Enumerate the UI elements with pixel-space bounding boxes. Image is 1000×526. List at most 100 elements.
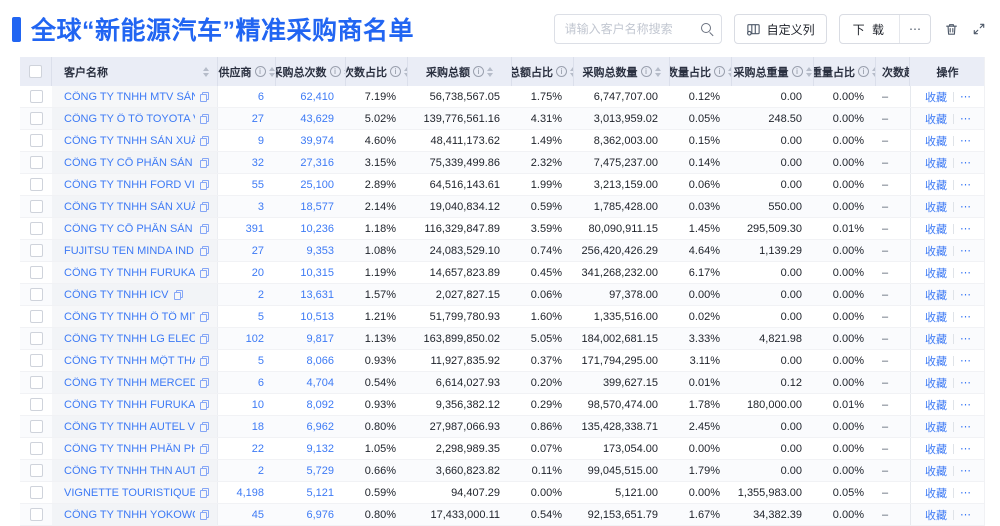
purchase-count-value[interactable]: 39,974 <box>300 134 334 147</box>
suppliers-value[interactable]: 22 <box>251 442 264 455</box>
select-all-checkbox[interactable] <box>29 65 42 78</box>
sort-icon[interactable] <box>805 66 812 77</box>
row-more-button[interactable]: ⋯ <box>960 113 971 125</box>
customer-name-link[interactable]: CÔNG TY TNHH Ô TÔ MITSUBI... <box>64 310 195 323</box>
suppliers-value[interactable]: 18 <box>251 420 264 433</box>
purchase-count-value[interactable]: 9,817 <box>306 332 334 345</box>
sort-icon[interactable] <box>268 66 275 77</box>
copy-icon[interactable] <box>200 421 209 432</box>
favorite-button[interactable]: 收藏 <box>925 377 947 390</box>
purchase-count-value[interactable]: 9,132 <box>306 442 334 455</box>
suppliers-value[interactable]: 102 <box>245 332 264 345</box>
favorite-button[interactable]: 收藏 <box>925 223 947 236</box>
purchase-count-value[interactable]: 18,577 <box>300 200 334 213</box>
sort-icon[interactable] <box>728 66 731 77</box>
favorite-button[interactable]: 收藏 <box>925 201 947 214</box>
row-more-button[interactable]: ⋯ <box>960 223 971 235</box>
favorite-button[interactable]: 收藏 <box>925 179 947 192</box>
row-more-button[interactable]: ⋯ <box>960 311 971 323</box>
copy-icon[interactable] <box>200 487 209 498</box>
copy-icon[interactable] <box>200 113 209 124</box>
purchase-count-value[interactable]: 4,704 <box>306 376 334 389</box>
suppliers-value[interactable]: 27 <box>251 112 264 125</box>
row-checkbox[interactable] <box>29 486 43 499</box>
row-checkbox[interactable] <box>29 354 43 367</box>
info-icon[interactable] <box>791 66 803 77</box>
download-more-button[interactable]: ⋯ <box>899 15 930 43</box>
customer-name-link[interactable]: CÔNG TY TNHH FURUKAWA A... <box>64 398 195 411</box>
copy-icon[interactable] <box>200 267 209 278</box>
favorite-button[interactable]: 收藏 <box>925 311 947 324</box>
customer-name-link[interactable]: CÔNG TY TNHH MERCEDES-B... <box>64 376 195 389</box>
favorite-button[interactable]: 收藏 <box>925 333 947 346</box>
row-checkbox[interactable] <box>29 288 43 301</box>
favorite-button[interactable]: 收藏 <box>925 157 947 170</box>
row-checkbox[interactable] <box>29 376 43 389</box>
sort-icon[interactable] <box>487 66 493 77</box>
customer-name-link[interactable]: CÔNG TY TNHH ICV <box>64 288 169 301</box>
suppliers-value[interactable]: 3 <box>257 200 264 213</box>
favorite-button[interactable]: 收藏 <box>925 465 947 478</box>
suppliers-value[interactable]: 9 <box>257 134 264 147</box>
row-checkbox[interactable] <box>29 420 43 433</box>
customize-columns-button[interactable]: 自定义列 <box>733 14 827 44</box>
copy-icon[interactable] <box>200 135 209 146</box>
fullscreen-button[interactable] <box>972 22 986 36</box>
suppliers-value[interactable]: 5 <box>257 354 264 367</box>
row-more-button[interactable]: ⋯ <box>960 289 971 301</box>
purchase-count-value[interactable]: 5,121 <box>306 486 334 499</box>
copy-icon[interactable] <box>200 157 209 168</box>
customer-name-link[interactable]: CÔNG TY CỔ PHẦN SẢN XUẤT... <box>64 222 195 235</box>
copy-icon[interactable] <box>200 201 209 212</box>
row-checkbox[interactable] <box>29 90 43 103</box>
purchase-count-value[interactable]: 13,631 <box>300 288 334 301</box>
customer-name-link[interactable]: CÔNG TY TNHH PHÂN PHỐI T... <box>64 442 195 455</box>
favorite-button[interactable]: 收藏 <box>925 135 947 148</box>
sort-icon[interactable] <box>404 66 407 77</box>
customer-name-link[interactable]: CÔNG TY TNHH SẢN XUẤT VÀ ... <box>64 134 195 147</box>
row-checkbox[interactable] <box>29 134 43 147</box>
row-checkbox[interactable] <box>29 156 43 169</box>
copy-icon[interactable] <box>200 245 209 256</box>
copy-icon[interactable] <box>200 443 209 454</box>
row-checkbox[interactable] <box>29 310 43 323</box>
favorite-button[interactable]: 收藏 <box>925 91 947 104</box>
favorite-button[interactable]: 收藏 <box>925 289 947 302</box>
copy-icon[interactable] <box>200 179 209 190</box>
copy-icon[interactable] <box>200 333 209 344</box>
copy-icon[interactable] <box>200 311 209 322</box>
info-icon[interactable] <box>714 66 725 77</box>
row-more-button[interactable]: ⋯ <box>960 355 971 367</box>
row-checkbox[interactable] <box>29 332 43 345</box>
purchase-count-value[interactable]: 27,316 <box>300 156 334 169</box>
row-more-button[interactable]: ⋯ <box>960 179 971 191</box>
sort-icon[interactable] <box>570 66 573 77</box>
purchase-count-value[interactable]: 6,962 <box>306 420 334 433</box>
copy-icon[interactable] <box>200 223 209 234</box>
sort-icon[interactable] <box>654 66 661 77</box>
row-more-button[interactable]: ⋯ <box>960 245 971 257</box>
row-checkbox[interactable] <box>29 244 43 257</box>
row-checkbox[interactable] <box>29 398 43 411</box>
suppliers-value[interactable]: 4,198 <box>236 486 264 499</box>
purchase-count-value[interactable]: 9,353 <box>306 244 334 257</box>
row-checkbox[interactable] <box>29 200 43 213</box>
purchase-count-value[interactable]: 43,629 <box>300 112 334 125</box>
row-more-button[interactable]: ⋯ <box>960 91 971 103</box>
row-more-button[interactable]: ⋯ <box>960 443 971 455</box>
purchase-count-value[interactable]: 10,236 <box>300 222 334 235</box>
suppliers-value[interactable]: 20 <box>251 266 264 279</box>
customer-name-link[interactable]: CÔNG TY TNHH MỘT THÀNH V... <box>64 354 195 367</box>
row-checkbox[interactable] <box>29 266 43 279</box>
customer-name-link[interactable]: CÔNG TY TNHH FURUKAWA A... <box>64 266 195 279</box>
customer-name-link[interactable]: CÔNG TY TNHH FORD VIỆT NAM <box>64 178 195 191</box>
purchase-count-value[interactable]: 6,976 <box>306 508 334 521</box>
purchase-count-value[interactable]: 10,513 <box>300 310 334 323</box>
row-checkbox[interactable] <box>29 178 43 191</box>
row-more-button[interactable]: ⋯ <box>960 201 971 213</box>
info-icon[interactable] <box>473 66 484 77</box>
row-checkbox[interactable] <box>29 222 43 235</box>
suppliers-value[interactable]: 10 <box>251 398 264 411</box>
row-checkbox[interactable] <box>29 442 43 455</box>
suppliers-value[interactable]: 6 <box>257 376 264 389</box>
